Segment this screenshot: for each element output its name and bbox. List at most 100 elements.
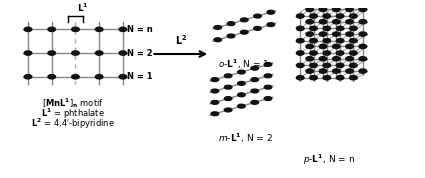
Ellipse shape xyxy=(336,51,344,55)
Ellipse shape xyxy=(336,39,344,43)
Ellipse shape xyxy=(336,26,344,30)
Ellipse shape xyxy=(359,57,367,61)
Ellipse shape xyxy=(359,44,367,49)
Ellipse shape xyxy=(306,57,314,61)
Ellipse shape xyxy=(24,27,32,32)
Ellipse shape xyxy=(323,63,331,67)
Ellipse shape xyxy=(251,78,258,82)
Ellipse shape xyxy=(297,51,304,55)
Ellipse shape xyxy=(319,20,327,24)
Ellipse shape xyxy=(227,34,235,38)
Ellipse shape xyxy=(211,112,219,116)
Text: $[\mathbf{MnL^1}]_\mathbf{n}$ motif: $[\mathbf{MnL^1}]_\mathbf{n}$ motif xyxy=(42,96,103,110)
Ellipse shape xyxy=(297,26,304,30)
Ellipse shape xyxy=(254,27,261,30)
Ellipse shape xyxy=(319,7,327,12)
Ellipse shape xyxy=(310,39,317,43)
Ellipse shape xyxy=(310,76,317,80)
Ellipse shape xyxy=(264,74,272,78)
Ellipse shape xyxy=(306,32,314,36)
Ellipse shape xyxy=(48,75,56,79)
Ellipse shape xyxy=(95,75,103,79)
Ellipse shape xyxy=(332,44,340,49)
Ellipse shape xyxy=(297,39,304,43)
Ellipse shape xyxy=(211,78,219,82)
Ellipse shape xyxy=(323,51,331,55)
Ellipse shape xyxy=(241,18,248,22)
Ellipse shape xyxy=(224,74,232,78)
Ellipse shape xyxy=(310,63,317,67)
Ellipse shape xyxy=(336,63,344,67)
Ellipse shape xyxy=(241,30,248,34)
Ellipse shape xyxy=(214,38,221,42)
Text: $\it{o}$-$\mathbf{L^1}$, N = 1: $\it{o}$-$\mathbf{L^1}$, N = 1 xyxy=(218,58,269,71)
Ellipse shape xyxy=(211,89,219,93)
Ellipse shape xyxy=(310,26,317,30)
Ellipse shape xyxy=(119,51,127,55)
Ellipse shape xyxy=(359,7,367,12)
Ellipse shape xyxy=(319,57,327,61)
Ellipse shape xyxy=(224,108,232,112)
Text: $\mathbf{L^2}$ = 4,4$'$-bipyridine: $\mathbf{L^2}$ = 4,4$'$-bipyridine xyxy=(31,117,114,131)
Ellipse shape xyxy=(349,14,357,18)
Ellipse shape xyxy=(332,7,340,12)
Text: N = n: N = n xyxy=(127,25,153,34)
Ellipse shape xyxy=(332,32,340,36)
Ellipse shape xyxy=(119,27,127,32)
Ellipse shape xyxy=(238,82,245,85)
Ellipse shape xyxy=(349,39,357,43)
Ellipse shape xyxy=(346,69,353,73)
Ellipse shape xyxy=(24,51,32,55)
Ellipse shape xyxy=(323,14,331,18)
Ellipse shape xyxy=(359,32,367,36)
Ellipse shape xyxy=(224,85,232,89)
Ellipse shape xyxy=(349,26,357,30)
Ellipse shape xyxy=(238,93,245,97)
Ellipse shape xyxy=(95,51,103,55)
Ellipse shape xyxy=(319,32,327,36)
Ellipse shape xyxy=(72,51,79,55)
Text: N = 2: N = 2 xyxy=(127,49,152,57)
Ellipse shape xyxy=(310,51,317,55)
Ellipse shape xyxy=(306,20,314,24)
Ellipse shape xyxy=(349,63,357,67)
Ellipse shape xyxy=(306,69,314,73)
Ellipse shape xyxy=(251,66,258,70)
Ellipse shape xyxy=(346,20,353,24)
Text: N = 1: N = 1 xyxy=(127,72,152,81)
Ellipse shape xyxy=(332,57,340,61)
Ellipse shape xyxy=(238,104,245,108)
Ellipse shape xyxy=(267,23,275,27)
Text: $\it{m}$-$\mathbf{L^1}$, N = 2: $\it{m}$-$\mathbf{L^1}$, N = 2 xyxy=(218,132,273,145)
Ellipse shape xyxy=(251,89,258,93)
Ellipse shape xyxy=(346,44,353,49)
Text: $\mathbf{L^2}$: $\mathbf{L^2}$ xyxy=(175,34,187,47)
Ellipse shape xyxy=(95,27,103,32)
Ellipse shape xyxy=(267,10,275,14)
Text: $\mathbf{L^1}$ = phthalate: $\mathbf{L^1}$ = phthalate xyxy=(41,106,105,121)
Ellipse shape xyxy=(72,75,79,79)
Ellipse shape xyxy=(238,70,245,74)
Ellipse shape xyxy=(346,7,353,12)
Ellipse shape xyxy=(251,100,258,104)
Ellipse shape xyxy=(332,20,340,24)
Ellipse shape xyxy=(211,100,219,104)
Ellipse shape xyxy=(227,22,235,26)
Ellipse shape xyxy=(264,97,272,100)
Ellipse shape xyxy=(264,62,272,66)
Ellipse shape xyxy=(310,14,317,18)
Ellipse shape xyxy=(306,44,314,49)
Ellipse shape xyxy=(264,85,272,89)
Ellipse shape xyxy=(306,7,314,12)
Text: $\mathbf{L^1}$: $\mathbf{L^1}$ xyxy=(77,2,89,14)
Ellipse shape xyxy=(346,57,353,61)
Ellipse shape xyxy=(24,75,32,79)
Ellipse shape xyxy=(297,14,304,18)
Ellipse shape xyxy=(319,44,327,49)
Ellipse shape xyxy=(332,69,340,73)
Ellipse shape xyxy=(349,51,357,55)
Ellipse shape xyxy=(349,76,357,80)
Ellipse shape xyxy=(323,26,331,30)
Ellipse shape xyxy=(297,63,304,67)
Ellipse shape xyxy=(254,14,261,18)
